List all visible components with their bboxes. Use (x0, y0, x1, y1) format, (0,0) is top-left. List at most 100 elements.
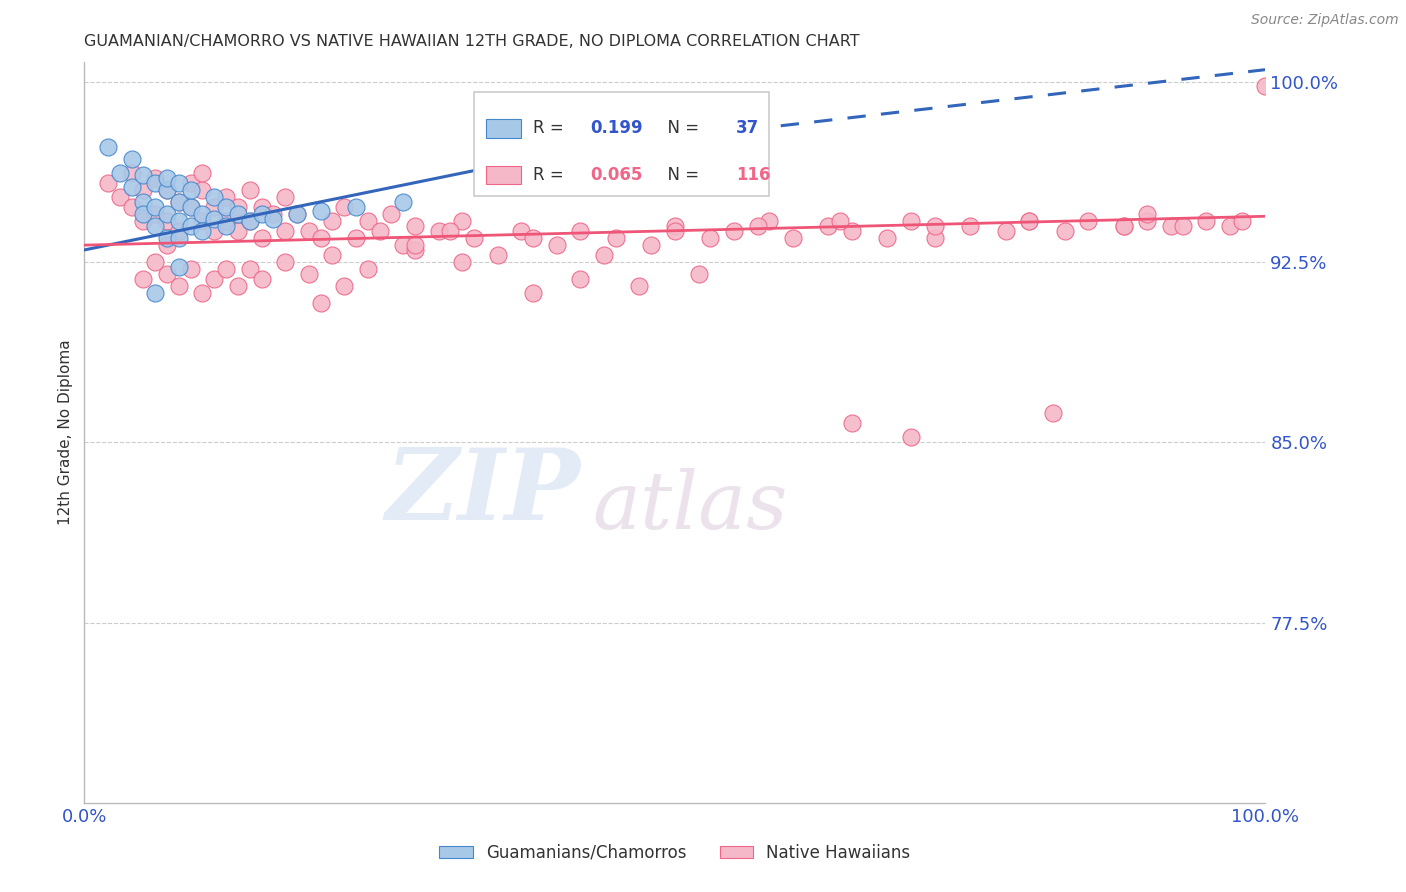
Point (959, 219, 981, 233)
Point (1195, 214, 1218, 228)
Text: atlas: atlas (592, 468, 787, 545)
Point (180, 200, 202, 214)
Point (156, 207, 179, 221)
Point (143, 200, 166, 214)
Point (841, 416, 863, 430)
Legend: Guamanians/Chamorros, Native Hawaiians: Guamanians/Chamorros, Native Hawaiians (433, 838, 917, 869)
Point (994, 224, 1017, 238)
Point (333, 200, 356, 214)
Point (285, 207, 308, 221)
Point (121, 166, 143, 180)
Point (167, 260, 190, 274)
Point (1042, 406, 1064, 420)
Point (191, 183, 214, 197)
Point (250, 272, 273, 286)
FancyBboxPatch shape (486, 119, 522, 137)
Point (191, 224, 214, 238)
Point (1230, 214, 1253, 228)
Text: GUAMANIAN/CHAMORRO VS NATIVE HAWAIIAN 12TH GRADE, NO DIPLOMA CORRELATION CHART: GUAMANIAN/CHAMORRO VS NATIVE HAWAIIAN 12… (84, 34, 860, 49)
Point (202, 200, 225, 214)
Point (392, 238, 415, 252)
Point (226, 224, 249, 238)
Point (167, 224, 190, 238)
Point (143, 286, 166, 301)
Point (924, 231, 946, 245)
Point (239, 214, 262, 228)
Point (156, 183, 179, 197)
Point (510, 224, 533, 238)
Point (309, 231, 332, 245)
Point (357, 214, 380, 228)
Point (202, 190, 225, 204)
Point (239, 214, 262, 228)
Point (156, 214, 179, 228)
Point (274, 224, 297, 238)
Point (298, 267, 321, 281)
Text: R =: R = (533, 120, 569, 137)
Point (143, 207, 166, 221)
Point (180, 219, 202, 233)
Point (97, 139, 120, 153)
Point (274, 255, 297, 269)
Point (333, 279, 356, 293)
Point (167, 194, 190, 209)
Point (699, 231, 721, 245)
Point (321, 248, 343, 262)
Point (121, 200, 143, 214)
Point (262, 211, 284, 226)
Point (239, 183, 262, 197)
Point (723, 224, 745, 238)
Point (191, 286, 214, 301)
Point (451, 214, 474, 228)
Point (546, 238, 568, 252)
Point (143, 170, 166, 185)
Point (143, 255, 166, 269)
Point (143, 176, 166, 190)
Point (1136, 207, 1159, 221)
Point (156, 267, 179, 281)
Point (900, 214, 922, 228)
Point (250, 231, 273, 245)
Point (782, 231, 804, 245)
Point (392, 194, 415, 209)
FancyBboxPatch shape (486, 166, 522, 185)
Point (202, 224, 225, 238)
Point (285, 207, 308, 221)
Point (309, 204, 332, 219)
Point (132, 194, 155, 209)
Point (1254, 79, 1277, 94)
Point (215, 214, 238, 228)
Point (1077, 214, 1099, 228)
Point (180, 262, 202, 277)
Point (1112, 219, 1135, 233)
Point (215, 219, 238, 233)
Point (132, 272, 155, 286)
Point (344, 231, 367, 245)
Point (640, 238, 662, 252)
Point (226, 200, 249, 214)
Point (569, 224, 592, 238)
Y-axis label: 12th Grade, No Diploma: 12th Grade, No Diploma (58, 340, 73, 525)
Point (876, 231, 898, 245)
Point (167, 214, 190, 228)
Point (239, 262, 262, 277)
Point (191, 214, 214, 228)
Point (191, 207, 214, 221)
Point (97, 176, 120, 190)
Text: Source: ZipAtlas.com: Source: ZipAtlas.com (1251, 13, 1399, 28)
Point (262, 207, 284, 221)
Point (1160, 219, 1182, 233)
Point (522, 286, 544, 301)
Point (357, 262, 380, 277)
Point (569, 272, 592, 286)
Point (167, 231, 190, 245)
Point (180, 176, 202, 190)
Point (250, 207, 273, 221)
Point (215, 190, 238, 204)
Point (132, 183, 155, 197)
Point (180, 183, 202, 197)
Point (180, 200, 202, 214)
Point (156, 170, 179, 185)
Point (463, 231, 485, 245)
Point (1018, 214, 1040, 228)
